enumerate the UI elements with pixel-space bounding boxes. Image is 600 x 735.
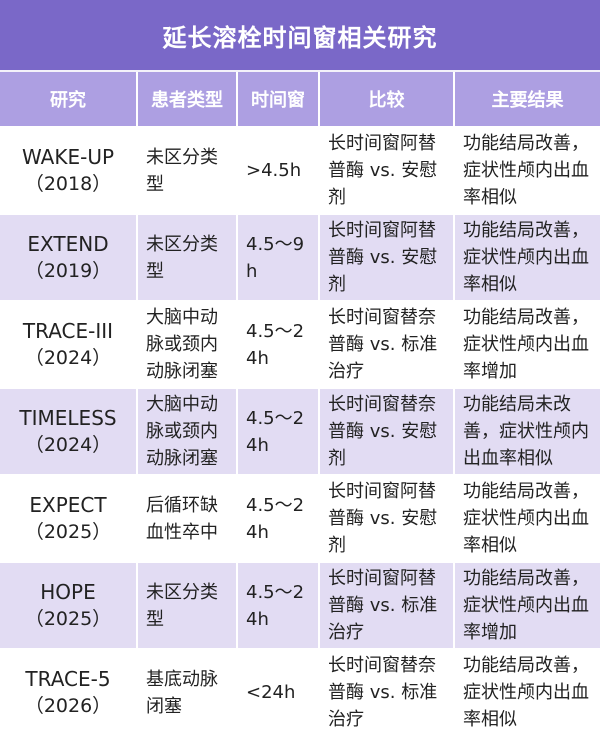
cell-comparison: 长时间窗阿替普酶 vs. 安慰剂 xyxy=(320,474,455,561)
cell-comparison: 长时间窗阿替普酶 vs. 安慰剂 xyxy=(320,126,455,213)
study-table: 研究 患者类型 时间窗 比较 主要结果 WAKE-UP （2018） 未区分类型 … xyxy=(0,72,600,735)
cell-study: WAKE-UP （2018） xyxy=(0,126,138,213)
study-name: TRACE-5 xyxy=(25,666,111,691)
study-name: EXTEND xyxy=(27,231,109,256)
cell-result: 功能结局改善，症状性颅内出血率相似 xyxy=(455,213,600,300)
study-name: HOPE xyxy=(40,579,96,604)
study-year: （2018） xyxy=(24,172,112,195)
study-year: （2024） xyxy=(24,346,112,369)
cell-comparison: 长时间窗阿替普酶 vs. 安慰剂 xyxy=(320,213,455,300)
cell-window: >4.5h xyxy=(238,126,320,213)
cell-patient: 未区分类型 xyxy=(138,126,238,213)
cell-window: 4.5～24h xyxy=(238,474,320,561)
table-row: EXPECT （2025） 后循环缺血性卒中 4.5～24h 长时间窗阿替普酶 v… xyxy=(0,474,600,561)
header-patient-type: 患者类型 xyxy=(138,72,238,126)
cell-patient: 大脑中动脉或颈内动脉闭塞 xyxy=(138,300,238,387)
study-name: EXPECT xyxy=(29,492,107,517)
header-time-window: 时间窗 xyxy=(238,72,320,126)
study-year: （2025） xyxy=(24,607,112,630)
study-year: （2025） xyxy=(24,520,112,543)
study-year: （2019） xyxy=(24,259,112,282)
header-comparison: 比较 xyxy=(320,72,455,126)
cell-patient: 基底动脉闭塞 xyxy=(138,648,238,735)
cell-study: EXPECT （2025） xyxy=(0,474,138,561)
cell-window: 4.5～24h xyxy=(238,387,320,474)
cell-study: HOPE （2025） xyxy=(0,561,138,648)
table-row: TIMELESS （2024） 大脑中动脉或颈内动脉闭塞 4.5～24h 长时间窗… xyxy=(0,387,600,474)
cell-patient: 大脑中动脉或颈内动脉闭塞 xyxy=(138,387,238,474)
cell-study: EXTEND （2019） xyxy=(0,213,138,300)
cell-comparison: 长时间窗替奈普酶 vs. 标准治疗 xyxy=(320,648,455,735)
cell-result: 功能结局改善，症状性颅内出血率相似 xyxy=(455,474,600,561)
header-study: 研究 xyxy=(0,72,138,126)
cell-result: 功能结局未改善，症状性颅内出血率相似 xyxy=(455,387,600,474)
cell-result: 功能结局改善，症状性颅内出血率增加 xyxy=(455,300,600,387)
cell-result: 功能结局改善，症状性颅内出血率增加 xyxy=(455,561,600,648)
table-row: EXTEND （2019） 未区分类型 4.5～9h 长时间窗阿替普酶 vs. 安… xyxy=(0,213,600,300)
table-row: TRACE-5 （2026） 基底动脉闭塞 <24h 长时间窗替奈普酶 vs. 标… xyxy=(0,648,600,735)
cell-result: 功能结局改善，症状性颅内出血率相似 xyxy=(455,126,600,213)
cell-patient: 未区分类型 xyxy=(138,213,238,300)
cell-window: 4.5～24h xyxy=(238,561,320,648)
cell-window: 4.5～24h xyxy=(238,300,320,387)
study-year: （2024） xyxy=(24,433,112,456)
cell-window: <24h xyxy=(238,648,320,735)
cell-result: 功能结局改善，症状性颅内出血率相似 xyxy=(455,648,600,735)
cell-study: TRACE-5 （2026） xyxy=(0,648,138,735)
cell-comparison: 长时间窗替奈普酶 vs. 标准治疗 xyxy=(320,300,455,387)
header-main-result: 主要结果 xyxy=(455,72,600,126)
table-row: HOPE （2025） 未区分类型 4.5～24h 长时间窗阿替普酶 vs. 标准… xyxy=(0,561,600,648)
cell-study: TRACE-III （2024） xyxy=(0,300,138,387)
cell-comparison: 长时间窗阿替普酶 vs. 标准治疗 xyxy=(320,561,455,648)
study-name: TIMELESS xyxy=(19,405,117,430)
study-year: （2026） xyxy=(24,694,112,717)
table-header-row: 研究 患者类型 时间窗 比较 主要结果 xyxy=(0,72,600,126)
table-title: 延长溶栓时间窗相关研究 xyxy=(0,0,600,70)
cell-patient: 后循环缺血性卒中 xyxy=(138,474,238,561)
study-name: TRACE-III xyxy=(22,318,114,343)
table-row: WAKE-UP （2018） 未区分类型 >4.5h 长时间窗阿替普酶 vs. 安… xyxy=(0,126,600,213)
table-row: TRACE-III （2024） 大脑中动脉或颈内动脉闭塞 4.5～24h 长时间… xyxy=(0,300,600,387)
cell-comparison: 长时间窗替奈普酶 vs. 安慰剂 xyxy=(320,387,455,474)
study-name: WAKE-UP xyxy=(21,144,115,169)
cell-window: 4.5～9h xyxy=(238,213,320,300)
cell-patient: 未区分类型 xyxy=(138,561,238,648)
cell-study: TIMELESS （2024） xyxy=(0,387,138,474)
